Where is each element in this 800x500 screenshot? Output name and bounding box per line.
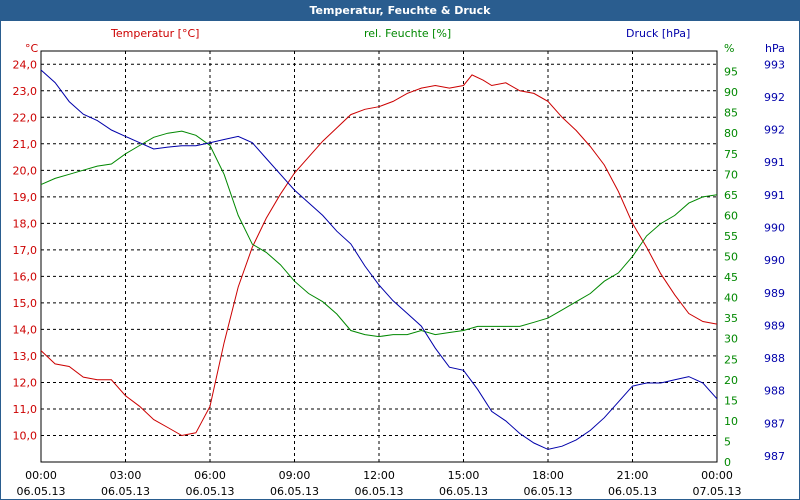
humidity-tick-label: 30: [724, 333, 738, 346]
x-tick-time: 12:00: [363, 469, 395, 482]
humidity-tick-label: 40: [724, 292, 738, 305]
temperature-tick-label: 11,0: [13, 403, 38, 416]
humidity-tick-label: 55: [724, 230, 738, 243]
temperature-tick-label: 21,0: [13, 138, 38, 151]
humidity-tick-label: 50: [724, 251, 738, 264]
humidity-series-line: [40, 130, 718, 338]
x-tick-time: 21:00: [617, 469, 649, 482]
pressure-tick-label: 993: [764, 58, 785, 71]
pressure-tick-label: 989: [764, 287, 785, 300]
pressure-series-line: [40, 69, 718, 450]
pressure-tick-label: 989: [764, 319, 785, 332]
x-tick-time: 06:00: [194, 469, 226, 482]
temperature-tick-label: 17,0: [13, 244, 38, 257]
pressure-tick-label: 991: [764, 156, 785, 169]
temperature-unit-label: °C: [25, 42, 39, 55]
temperature-tick-label: 20,0: [13, 164, 38, 177]
x-tick-date: 06.05.13: [355, 485, 404, 498]
humidity-tick-label: 95: [724, 66, 738, 79]
x-tick-date: 07.05.13: [693, 485, 742, 498]
humidity-tick-label: 25: [724, 353, 738, 366]
pressure-tick-label: 990: [764, 221, 785, 234]
temperature-tick-label: 23,0: [13, 85, 38, 98]
humidity-tick-label: 75: [724, 148, 738, 161]
humidity-legend: rel. Feuchte [%]: [364, 27, 451, 40]
temperature-tick-label: 19,0: [13, 191, 38, 204]
x-tick-time: 03:00: [110, 469, 142, 482]
humidity-tick-label: 15: [724, 394, 738, 407]
pressure-tick-label: 992: [764, 124, 785, 137]
humidity-tick-label: 45: [724, 271, 738, 284]
humidity-tick-label: 65: [724, 189, 738, 202]
pressure-tick-label: 988: [764, 352, 785, 365]
x-tick-time: 00:00: [701, 469, 733, 482]
humidity-tick-label: 70: [724, 168, 738, 181]
pressure-tick-label: 990: [764, 254, 785, 267]
x-tick-time: 18:00: [532, 469, 564, 482]
temperature-series-line: [40, 74, 718, 437]
pressure-tick-label: 992: [764, 91, 785, 104]
x-tick-date: 06.05.13: [439, 485, 488, 498]
pressure-legend: Druck [hPa]: [626, 27, 690, 40]
humidity-tick-label: 10: [724, 415, 738, 428]
temperature-tick-label: 14,0: [13, 323, 38, 336]
temperature-tick-label: 15,0: [13, 297, 38, 310]
temperature-tick-label: 10,0: [13, 429, 38, 442]
temperature-tick-label: 12,0: [13, 376, 38, 389]
x-tick-date: 06.05.13: [270, 485, 319, 498]
x-tick-date: 06.05.13: [17, 485, 66, 498]
pressure-unit-label: hPa: [765, 42, 785, 55]
humidity-unit-label: %: [724, 42, 734, 55]
x-tick-date: 06.05.13: [186, 485, 235, 498]
humidity-tick-label: 0: [724, 456, 731, 469]
pressure-tick-label: 987: [764, 417, 785, 430]
x-tick-date: 06.05.13: [101, 485, 150, 498]
x-tick-date: 06.05.13: [524, 485, 573, 498]
chart-title: Temperatur, Feuchte & Druck: [1, 1, 799, 21]
temperature-legend: Temperatur [°C]: [110, 27, 199, 40]
pressure-tick-label: 987: [764, 450, 785, 463]
temperature-tick-label: 24,0: [13, 58, 38, 71]
temperature-tick-label: 18,0: [13, 217, 38, 230]
temperature-tick-label: 13,0: [13, 350, 38, 363]
x-tick-date: 06.05.13: [608, 485, 657, 498]
humidity-tick-label: 60: [724, 209, 738, 222]
pressure-tick-label: 988: [764, 385, 785, 398]
humidity-tick-label: 35: [724, 312, 738, 325]
humidity-tick-label: 5: [724, 435, 731, 448]
x-tick-time: 09:00: [279, 469, 311, 482]
humidity-tick-label: 85: [724, 107, 738, 120]
temperature-tick-label: 22,0: [13, 111, 38, 124]
humidity-tick-label: 90: [724, 86, 738, 99]
temperature-tick-label: 16,0: [13, 270, 38, 283]
x-tick-time: 00:00: [25, 469, 57, 482]
humidity-tick-label: 80: [724, 127, 738, 140]
x-tick-time: 15:00: [448, 469, 480, 482]
chart-svg: °C Temperatur [°C] rel. Feuchte [%] Druc…: [13, 27, 786, 498]
humidity-tick-label: 20: [724, 374, 738, 387]
pressure-tick-label: 991: [764, 189, 785, 202]
